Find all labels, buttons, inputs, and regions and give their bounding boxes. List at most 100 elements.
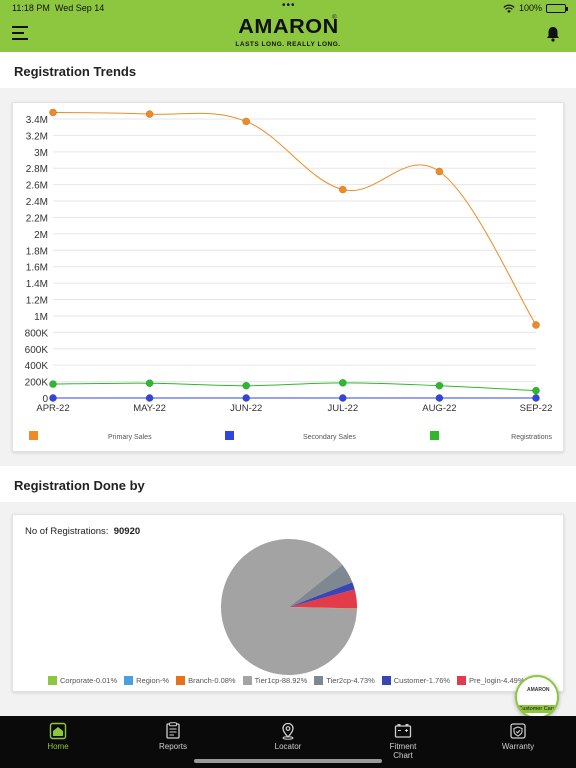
legend-swatch	[225, 431, 234, 440]
pie-legend: Corporate-0.01% Region-% Branch-0.08% Tier1…	[48, 676, 525, 685]
tab-reports[interactable]: Reports	[133, 722, 213, 751]
data-point[interactable]	[242, 394, 251, 402]
done-by-title-band	[0, 466, 576, 502]
data-point[interactable]	[145, 110, 154, 118]
tab-fitment-chart[interactable]: Fitment Chart	[363, 722, 443, 760]
customer-care-label: Customer Care	[517, 705, 557, 713]
data-point[interactable]	[242, 117, 251, 126]
registrations-count: No of Registrations: 90920	[25, 526, 140, 537]
multitask-dots-icon[interactable]: •••	[282, 0, 296, 11]
customer-care-logo: AMARON	[527, 687, 550, 693]
tab-locator[interactable]: Locator	[248, 722, 328, 751]
bottom-tab-bar: Home Reports Locator Fitment Chart	[0, 716, 576, 768]
registration-done-by-chart	[221, 539, 357, 675]
data-point[interactable]	[338, 378, 347, 387]
reports-icon	[166, 722, 180, 739]
amaron-logo: AMARON ® LASTS LONG. REALLY LONG.	[234, 15, 342, 48]
data-point[interactable]	[49, 380, 57, 388]
legend-label: Registrations	[511, 434, 552, 441]
pie-legend-label: Branch-0.08%	[188, 676, 236, 685]
pie-legend-swatch	[242, 676, 252, 685]
pie-legend-label: Pre_login-4.49%	[469, 676, 525, 685]
y-tick-label: 1.4M	[26, 279, 48, 290]
y-tick-label: 600K	[25, 345, 49, 356]
y-tick-label: 0	[42, 394, 48, 405]
tab-locator-label: Locator	[274, 742, 302, 751]
registrations-count-label: No of Registrations:	[25, 526, 109, 537]
x-tick-label: JUN-22	[230, 403, 262, 414]
legend-swatch	[29, 431, 38, 440]
battery-icon	[546, 3, 568, 13]
customer-care-button[interactable]: AMARON Customer Care	[515, 675, 559, 719]
logo-text: AMARON	[237, 16, 339, 38]
y-tick-label: 2.6M	[26, 181, 48, 192]
status-time: 11:18 PM	[12, 3, 50, 13]
x-tick-label: AUG-22	[422, 403, 456, 414]
pie-legend-item: Branch-0.08%	[176, 676, 236, 685]
data-point[interactable]	[532, 321, 540, 329]
pie-legend-item: Customer-1.76%	[381, 676, 451, 685]
notification-bell-icon[interactable]	[546, 26, 560, 42]
locator-icon	[282, 722, 294, 740]
y-tick-label: 1.2M	[26, 296, 48, 307]
legend-label: Secondary Sales	[303, 434, 356, 441]
x-tick-label: APR-22	[36, 403, 69, 414]
pie-legend-label: Customer-1.76%	[393, 676, 451, 685]
data-point[interactable]	[338, 185, 347, 194]
pie-legend-label: Region-%	[136, 676, 170, 685]
pie-legend-swatch	[381, 676, 391, 685]
data-point[interactable]	[145, 379, 154, 388]
data-point[interactable]	[532, 386, 540, 395]
y-tick-label: 2.2M	[26, 213, 48, 224]
registrations-count-value: 90920	[113, 526, 141, 537]
y-tick-label: 400K	[25, 361, 49, 372]
pie-slice[interactable]	[289, 607, 357, 609]
hamburger-menu-icon[interactable]	[12, 26, 28, 40]
registration-trends-chart: 0 200K 400K 600K 800K 1M 1.2M 1.4M 1.6M 1.8M 2M 2.2…	[25, 108, 552, 441]
pie-legend-swatch	[176, 676, 186, 685]
pie-legend-swatch	[48, 676, 57, 685]
data-point[interactable]	[435, 394, 444, 402]
pie-slice[interactable]	[289, 564, 353, 607]
data-point[interactable]	[435, 167, 444, 176]
y-tick-label: 3.2M	[26, 131, 48, 142]
y-tick-label: 200K	[25, 378, 49, 389]
status-right: 100%	[503, 3, 568, 13]
pie-legend-swatch	[314, 676, 324, 685]
data-point[interactable]	[435, 381, 444, 390]
pie-slice[interactable]	[289, 582, 355, 607]
series-line	[52, 111, 537, 326]
registered-mark: ®	[332, 15, 337, 21]
status-time-date: 11:18 PM Wed Sep 14	[12, 3, 104, 13]
y-tick-label: 1.8M	[26, 246, 48, 257]
data-point[interactable]	[338, 394, 347, 402]
pie-legend-swatch	[457, 676, 467, 685]
status-bar: 11:18 PM Wed Sep 14 ••• 100%	[0, 0, 576, 15]
home-indicator[interactable]	[194, 759, 382, 763]
tab-home-label: Home	[47, 742, 69, 751]
registration-trends-title: Registration Trends	[14, 64, 137, 79]
registration-done-by-title: Registration Done by	[14, 478, 145, 493]
x-tick-label: JUL-22	[327, 403, 358, 414]
series-line	[52, 382, 537, 392]
data-point[interactable]	[49, 108, 57, 117]
y-tick-label: 3M	[34, 148, 48, 159]
pie-slice[interactable]	[289, 589, 357, 609]
data-point[interactable]	[242, 381, 251, 390]
data-point[interactable]	[49, 394, 57, 402]
pie-legend-item: Corporate-0.01%	[48, 676, 117, 685]
pie-slice[interactable]	[221, 539, 357, 675]
data-point[interactable]	[532, 394, 540, 402]
y-tick-label: 800K	[25, 328, 49, 339]
home-icon	[49, 722, 67, 740]
y-tick-label: 1M	[34, 312, 48, 323]
tab-reports-label: Reports	[158, 742, 187, 751]
tab-warranty[interactable]: Warranty	[478, 722, 558, 751]
pie-legend-item: Pre_login-4.49%	[457, 676, 525, 685]
tab-home[interactable]: Home	[18, 722, 98, 751]
data-point[interactable]	[145, 394, 154, 402]
registration-done-by-card	[12, 514, 564, 692]
app-header: 11:18 PM Wed Sep 14 ••• 100% AMARON ® LA…	[0, 0, 576, 52]
battery-percent: 100%	[518, 3, 542, 13]
pie-legend-item: Tier1cp-88.92%	[242, 676, 307, 685]
